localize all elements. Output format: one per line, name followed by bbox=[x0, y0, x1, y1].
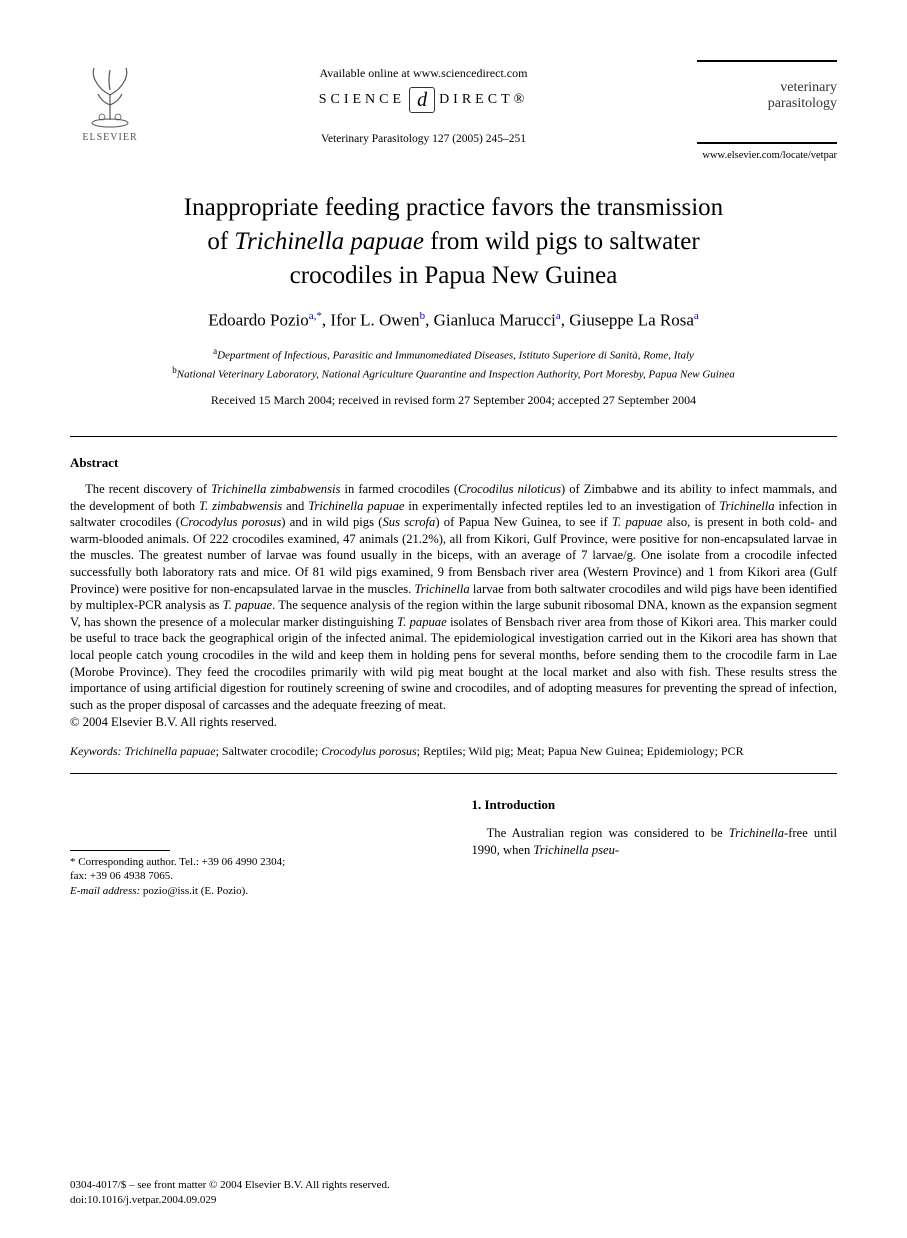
section-1-heading: 1. Introduction bbox=[472, 796, 838, 814]
author-3: Gianluca Marucci bbox=[434, 311, 556, 330]
header-center: Available online at www.sciencedirect.co… bbox=[150, 60, 697, 145]
title-line1: Inappropriate feeding practice favors th… bbox=[184, 194, 723, 221]
publisher-logo: ELSEVIER bbox=[70, 60, 150, 143]
publisher-name: ELSEVIER bbox=[82, 132, 137, 143]
author-4-affil: a bbox=[694, 310, 699, 322]
authors-line: Edoardo Pozioa,*, Ifor L. Owenb, Gianluc… bbox=[70, 310, 837, 331]
keywords-label: Keywords: bbox=[70, 744, 122, 758]
author-4: Giuseppe La Rosa bbox=[569, 311, 694, 330]
at-icon: d bbox=[409, 87, 435, 113]
title-species: Trichinella papuae bbox=[234, 228, 424, 255]
author-1-corr: * bbox=[316, 310, 322, 322]
author-3-affil: a bbox=[556, 310, 561, 322]
affiliations: aDepartment of Infectious, Parasitic and… bbox=[70, 345, 837, 383]
available-online-text: Available online at www.sciencedirect.co… bbox=[150, 66, 697, 81]
sd-left: SCIENCE bbox=[319, 92, 405, 108]
footer-doi: doi:10.1016/j.vetpar.2004.09.029 bbox=[70, 1193, 390, 1208]
author-1: Edoardo Pozio bbox=[208, 311, 309, 330]
author-2-affil: b bbox=[420, 310, 426, 322]
author-2: Ifor L. Owen bbox=[330, 311, 419, 330]
affiliation-a: aDepartment of Infectious, Parasitic and… bbox=[70, 345, 837, 364]
page-header: ELSEVIER Available online at www.science… bbox=[70, 60, 837, 161]
article-dates: Received 15 March 2004; received in revi… bbox=[70, 393, 837, 408]
left-column: * Corresponding author. Tel.: +39 06 499… bbox=[70, 796, 436, 900]
article-title: Inappropriate feeding practice favors th… bbox=[110, 191, 797, 292]
footnote-email: pozio@iss.it (E. Pozio). bbox=[143, 885, 248, 897]
citation-line: Veterinary Parasitology 127 (2005) 245–2… bbox=[150, 133, 697, 145]
abstract-body: The recent discovery of Trichinella zimb… bbox=[70, 481, 837, 714]
elsevier-tree-icon bbox=[80, 60, 140, 130]
footnote-fax: fax: +39 06 4938 7065. bbox=[70, 869, 436, 884]
page-footer: 0304-4017/$ – see front matter © 2004 El… bbox=[70, 1178, 390, 1208]
footnote-tel: * Corresponding author. Tel.: +39 06 499… bbox=[70, 855, 436, 870]
section-1-body: The Australian region was considered to … bbox=[472, 825, 838, 859]
journal-name-line2: parasitology bbox=[697, 96, 837, 112]
corresponding-author-footnote: * Corresponding author. Tel.: +39 06 499… bbox=[70, 855, 436, 900]
sciencedirect-logo: SCIENCE d DIRECT® bbox=[319, 87, 529, 113]
keywords-line: Keywords: Trichinella papuae; Saltwater … bbox=[70, 744, 837, 759]
sd-right: DIRECT® bbox=[439, 92, 528, 108]
footnote-rule bbox=[70, 850, 170, 851]
title-line3: crocodiles in Papua New Guinea bbox=[290, 262, 618, 289]
divider-top bbox=[70, 436, 837, 437]
two-column-body: * Corresponding author. Tel.: +39 06 499… bbox=[70, 796, 837, 900]
journal-name-line1: veterinary bbox=[697, 80, 837, 96]
journal-box: veterinary parasitology www.elsevier.com… bbox=[697, 60, 837, 161]
abstract-heading: Abstract bbox=[70, 455, 837, 471]
divider-bottom bbox=[70, 773, 837, 774]
title-line2-suffix: from wild pigs to saltwater bbox=[424, 228, 700, 255]
journal-url: www.elsevier.com/locate/vetpar bbox=[697, 150, 837, 161]
title-line2-prefix: of bbox=[207, 228, 234, 255]
footnote-email-line: E-mail address: pozio@iss.it (E. Pozio). bbox=[70, 884, 436, 899]
footer-issn: 0304-4017/$ – see front matter © 2004 El… bbox=[70, 1178, 390, 1193]
keywords-list: Trichinella papuae; Saltwater crocodile;… bbox=[125, 744, 744, 758]
copyright-line: © 2004 Elsevier B.V. All rights reserved… bbox=[70, 715, 837, 730]
right-column: 1. Introduction The Australian region wa… bbox=[472, 796, 838, 900]
journal-title-box: veterinary parasitology bbox=[697, 60, 837, 144]
footnote-email-label: E-mail address: bbox=[70, 885, 140, 897]
affiliation-b: bNational Veterinary Laboratory, Nationa… bbox=[70, 364, 837, 383]
